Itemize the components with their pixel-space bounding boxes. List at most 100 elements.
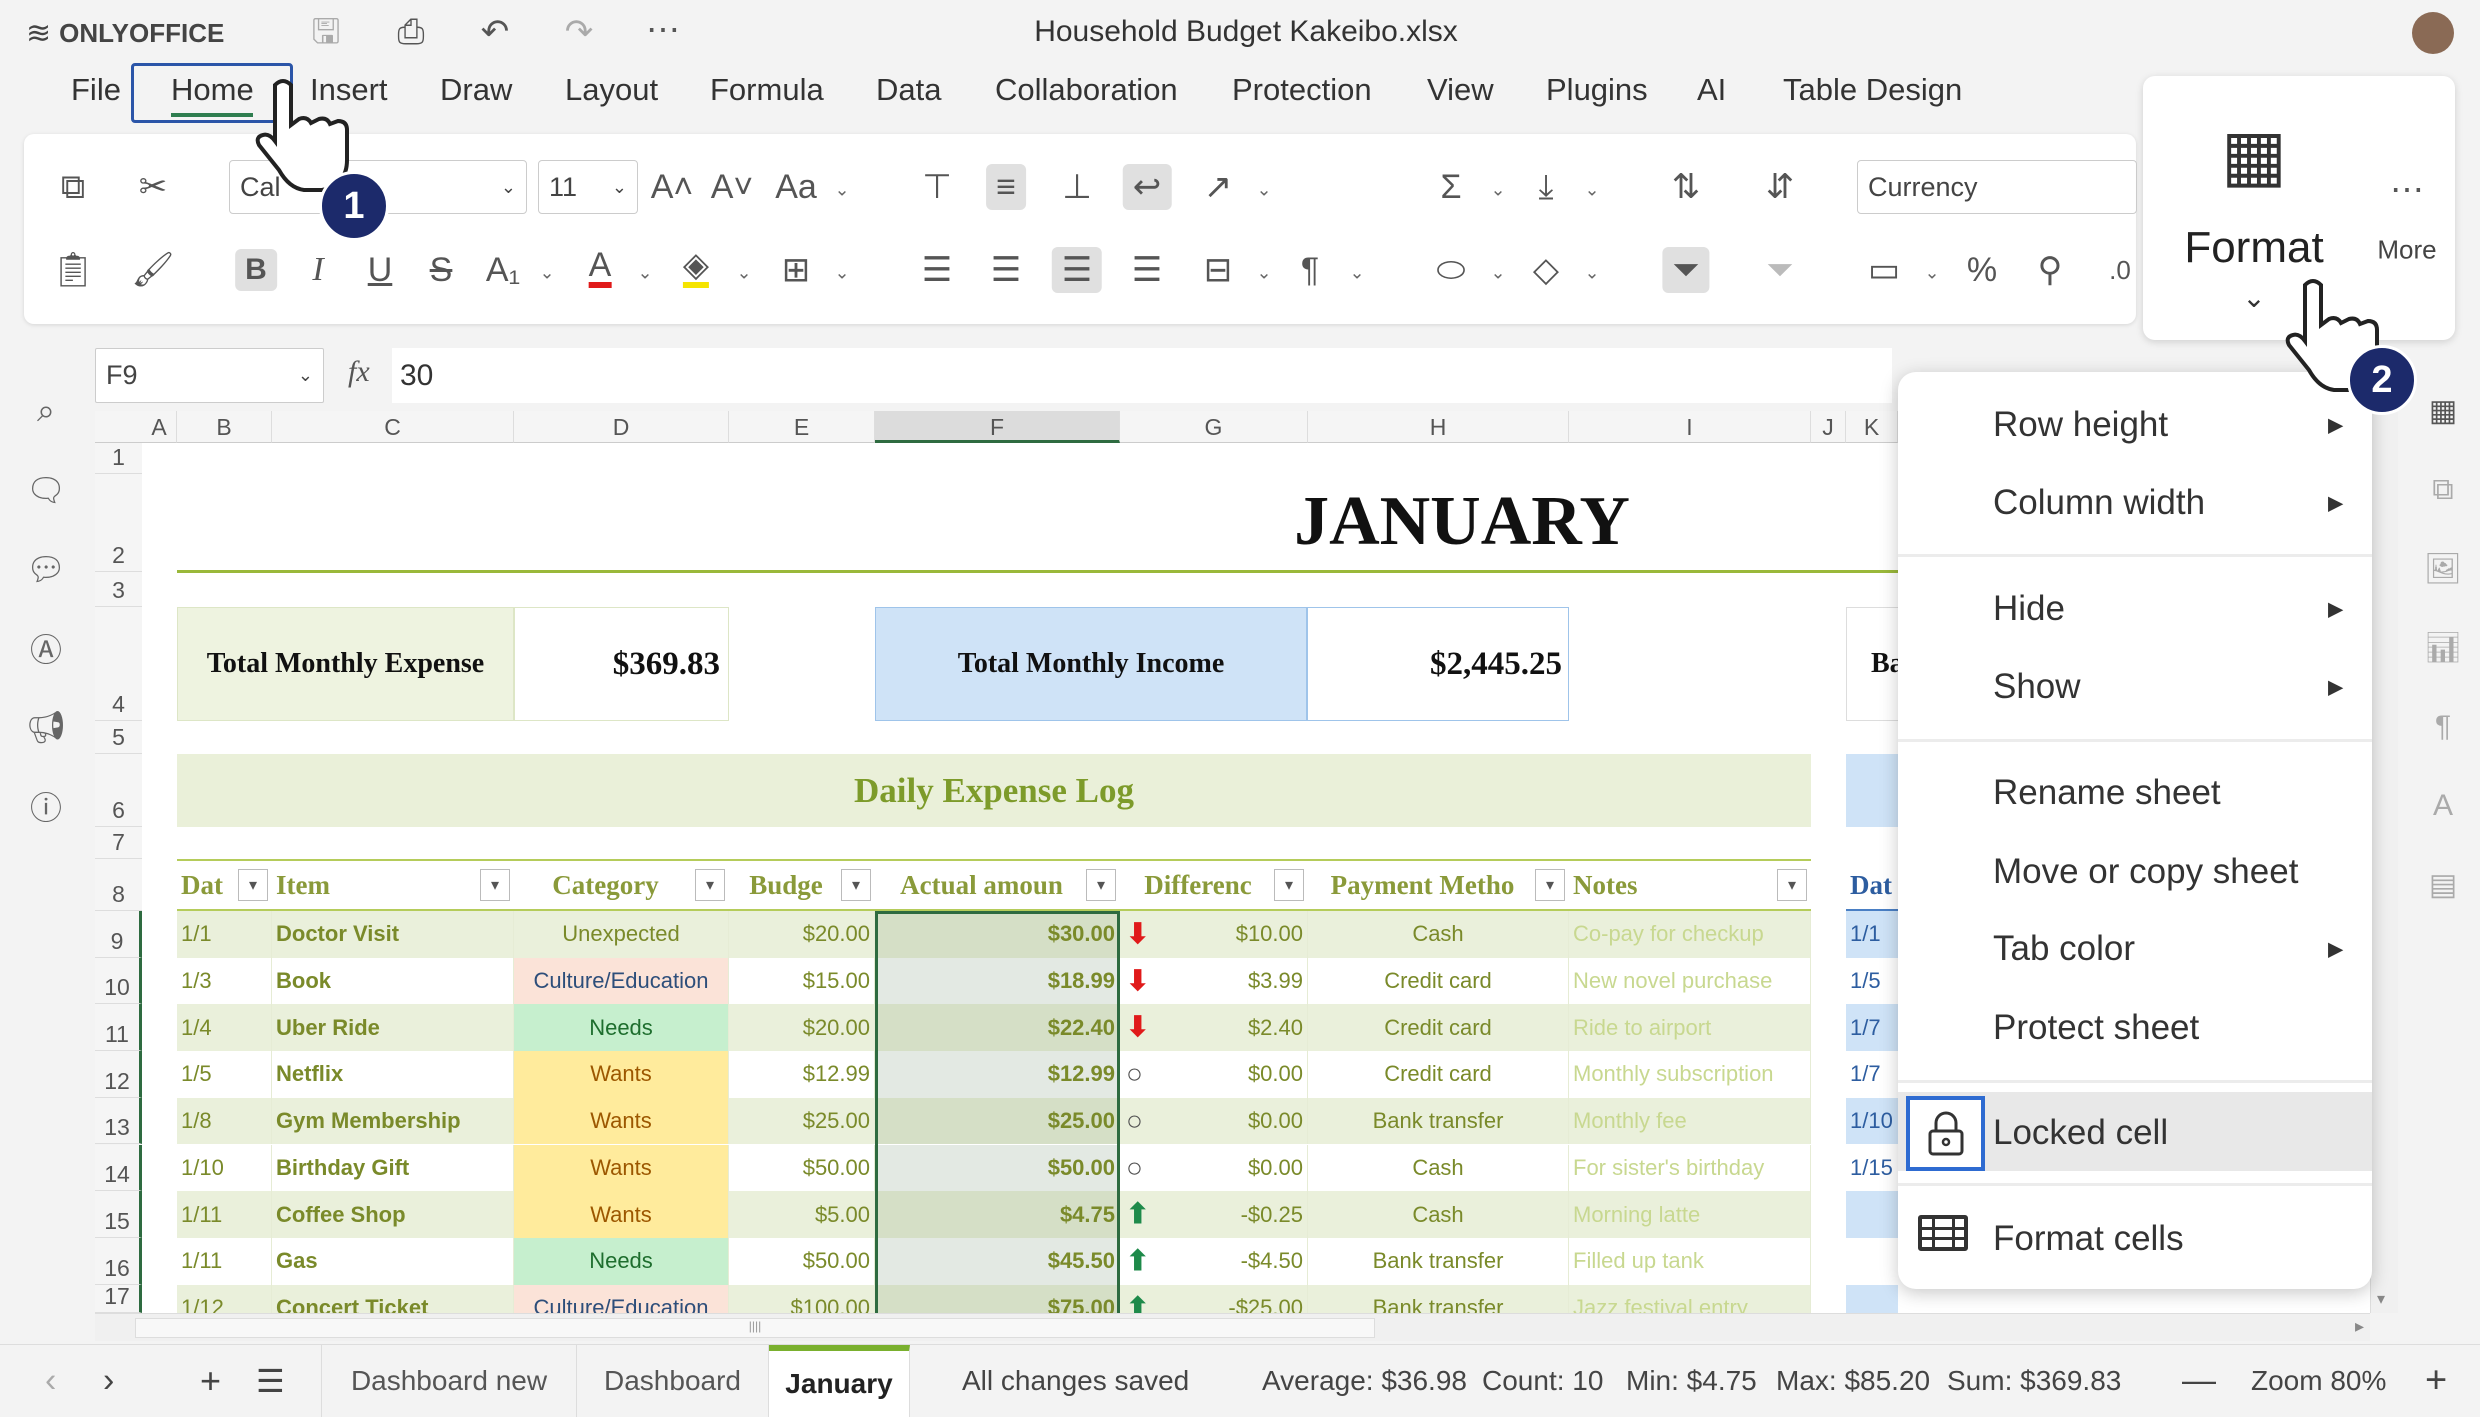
comma-style-icon[interactable]: ⚲	[2037, 251, 2063, 289]
merge-icon[interactable]: ⊟	[1203, 251, 1233, 289]
row-header-10[interactable]: 10	[95, 957, 142, 1005]
menu-draw[interactable]: Draw	[440, 72, 513, 107]
decimal-icon[interactable]: .0	[2109, 255, 2131, 285]
menu-item-rename-sheet[interactable]: Rename sheet	[1993, 773, 2221, 812]
cell-item[interactable]: Gym Membership	[272, 1097, 514, 1145]
cell-item[interactable]: Coffee Shop	[272, 1191, 514, 1238]
select-all-corner[interactable]	[95, 411, 142, 443]
cell-difference[interactable]: -$0.25	[1120, 1191, 1308, 1238]
row-header-17[interactable]: 17	[95, 1284, 142, 1313]
avatar[interactable]	[2412, 12, 2454, 54]
column-header-f[interactable]: F	[875, 411, 1120, 443]
filter-dropdown-button[interactable]: ▾	[480, 869, 510, 901]
cell-budget[interactable]: $20.00	[729, 911, 875, 958]
row-header-15[interactable]: 15	[95, 1191, 142, 1238]
increase-font-icon[interactable]: A˄	[650, 168, 694, 206]
chevron-down-icon[interactable]: ⌄	[736, 262, 752, 283]
sum-icon[interactable]: Σ	[1440, 168, 1462, 206]
row-header-12[interactable]: 12	[95, 1051, 142, 1098]
subscript-icon[interactable]: A₁	[485, 251, 521, 289]
row-header-1[interactable]: 1	[95, 443, 142, 474]
chevron-down-icon[interactable]: ⌄	[1490, 262, 1506, 283]
cell-payment[interactable]: Credit card	[1308, 957, 1569, 1005]
row-header-8[interactable]: 8	[95, 859, 142, 911]
menu-item-format-cells[interactable]: Format cells	[1993, 1219, 2184, 1258]
column-header-i[interactable]: I	[1569, 411, 1811, 443]
add-sheet-icon[interactable]: +	[200, 1359, 222, 1401]
cell-item[interactable]: Uber Ride	[272, 1004, 514, 1052]
cut-icon[interactable]: ✂	[138, 168, 168, 206]
chart-icon[interactable]: 📊︎	[2423, 631, 2463, 665]
cell-notes[interactable]: Ride to airport	[1569, 1004, 1811, 1052]
chevron-down-icon[interactable]: ⌄	[539, 262, 555, 283]
menu-item-tab-color[interactable]: Tab color	[1993, 929, 2136, 968]
justify-icon[interactable]: ☰	[1131, 251, 1163, 289]
bold-icon[interactable]: B	[235, 249, 277, 291]
shape-icon[interactable]: ⧉	[2432, 473, 2454, 506]
cell-category[interactable]: Needs	[514, 1237, 729, 1285]
sheet-list-icon[interactable]: ☰	[256, 1362, 285, 1399]
cell-actual[interactable]: $30.00	[875, 911, 1120, 958]
tab-dashboard-new[interactable]: Dashboard new	[321, 1345, 577, 1417]
cell-actual[interactable]: $50.00	[875, 1144, 1120, 1192]
copy-icon[interactable]: ⧉	[60, 168, 86, 206]
menu-formula[interactable]: Formula	[710, 72, 824, 107]
cell-actual[interactable]: $18.99	[875, 957, 1120, 1005]
chevron-down-icon[interactable]: ⌄	[1256, 179, 1272, 200]
right-cell-date[interactable]: 1/5	[1850, 968, 1881, 994]
format-painter-icon[interactable]: 🖌︎	[131, 251, 175, 289]
column-header-j[interactable]: J	[1811, 411, 1846, 443]
zoom-in-icon[interactable]: +	[2425, 1359, 2448, 1401]
paste-icon[interactable]: 📋︎	[51, 251, 95, 289]
change-case-icon[interactable]: Aa	[775, 168, 817, 206]
paragraph-icon[interactable]: ¶	[1300, 251, 1320, 289]
row-header-5[interactable]: 5	[95, 721, 142, 754]
cell-budget[interactable]: $20.00	[729, 1004, 875, 1052]
menu-data[interactable]: Data	[876, 72, 942, 107]
menu-plugins[interactable]: Plugins	[1546, 72, 1648, 107]
image-icon[interactable]: 🖼︎	[2423, 552, 2463, 586]
search-icon[interactable]: ⌕	[37, 392, 55, 428]
filter-dropdown-button[interactable]: ▾	[695, 869, 725, 901]
cell-notes[interactable]: Monthly subscription	[1569, 1051, 1811, 1098]
cell-actual[interactable]: $25.00	[875, 1097, 1120, 1145]
right-cell-date[interactable]: 1/7	[1850, 1061, 1881, 1087]
print-icon[interactable]: ⎙	[397, 13, 425, 51]
cell-item[interactable]: Doctor Visit	[272, 911, 514, 958]
cell-date[interactable]: 1/4	[177, 1004, 272, 1052]
menu-file[interactable]: File	[71, 72, 121, 107]
menu-layout[interactable]: Layout	[565, 72, 659, 107]
cell-notes[interactable]: Jazz festival entry	[1569, 1284, 1811, 1313]
redo-icon[interactable]: ↷	[564, 13, 594, 51]
cell-payment[interactable]: Cash	[1308, 911, 1569, 958]
text-art-icon[interactable]: A	[2432, 789, 2454, 822]
sort-ascending-icon[interactable]: ⇅	[1671, 168, 1701, 206]
cell-difference[interactable]: $2.40	[1120, 1004, 1308, 1052]
right-cell-date[interactable]: 1/1	[1850, 921, 1881, 947]
filter-dropdown-button[interactable]: ▾	[238, 869, 268, 901]
row-header-2[interactable]: 2	[95, 474, 142, 572]
sheet-grid[interactable]: JANUARY Total Monthly Expense $369.83 To…	[142, 443, 2370, 1313]
menu-item-show[interactable]: Show	[1993, 667, 2081, 706]
cell-difference[interactable]: $10.00	[1120, 911, 1308, 958]
scroll-right-icon[interactable]: ▸	[2354, 1316, 2364, 1336]
zoom-level[interactable]: Zoom 80%	[2251, 1364, 2387, 1396]
menu-item-column-width[interactable]: Column width	[1993, 483, 2206, 522]
cell-budget[interactable]: $25.00	[729, 1097, 875, 1145]
cell-date[interactable]: 1/3	[177, 957, 272, 1005]
row-header-4[interactable]: 4	[95, 607, 142, 721]
row-header-14[interactable]: 14	[95, 1144, 142, 1192]
chevron-down-icon[interactable]: ⌄	[1924, 262, 1940, 283]
cell-category[interactable]: Wants	[514, 1051, 729, 1098]
cell-item[interactable]: Gas	[272, 1237, 514, 1285]
chevron-down-icon[interactable]: ⌄	[834, 179, 850, 200]
cell-category[interactable]: Unexpected	[514, 911, 729, 958]
menu-protection[interactable]: Protection	[1232, 72, 1372, 107]
cell-payment[interactable]: Bank transfer	[1308, 1237, 1569, 1285]
cell-payment[interactable]: Cash	[1308, 1144, 1569, 1192]
cell-notes[interactable]: Morning latte	[1569, 1191, 1811, 1238]
align-left-icon[interactable]: ☰	[921, 251, 953, 289]
clear-icon[interactable]: ◇	[1532, 251, 1560, 289]
cell-budget[interactable]: $50.00	[729, 1237, 875, 1285]
info-icon[interactable]: ⓘ	[29, 790, 63, 826]
